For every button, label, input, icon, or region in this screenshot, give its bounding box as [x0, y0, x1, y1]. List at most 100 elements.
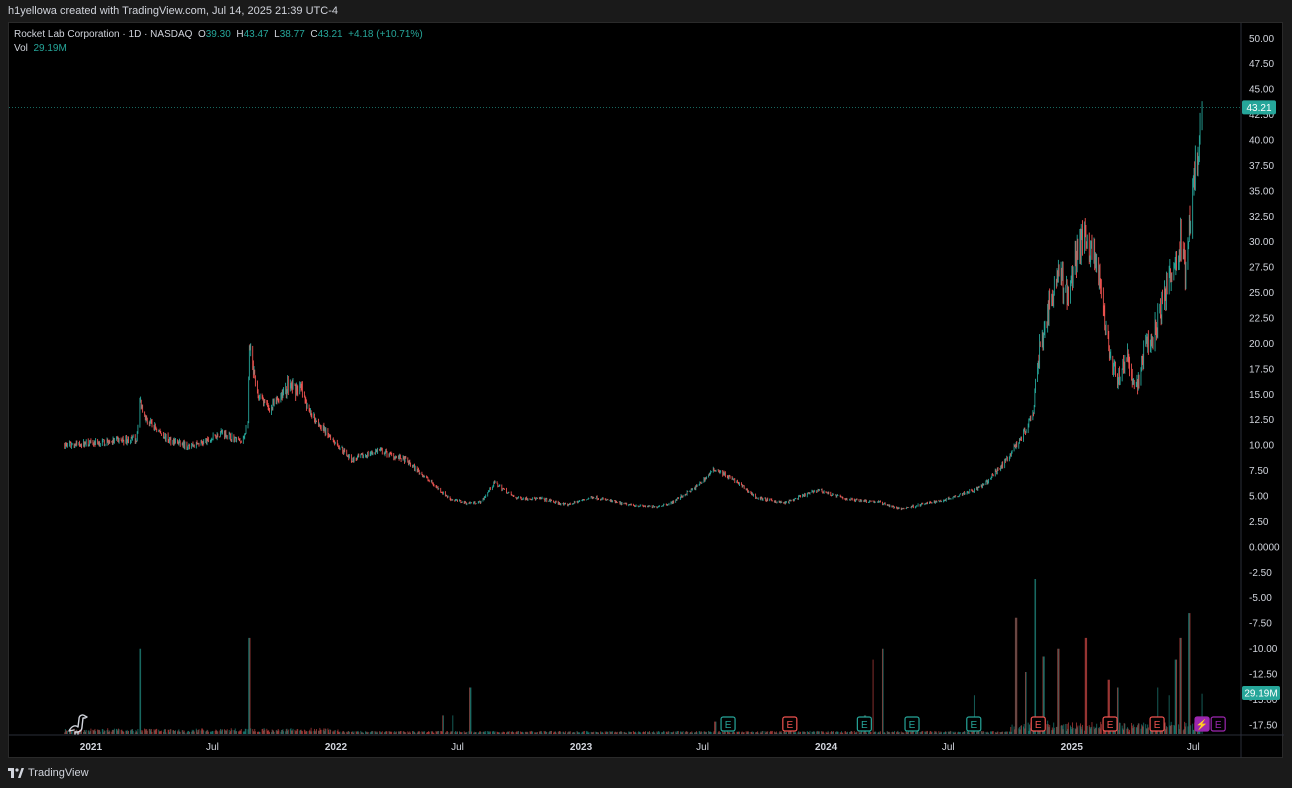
volume-bar: [261, 729, 263, 734]
volume-bar: [296, 729, 298, 734]
volume-bar: [318, 730, 320, 734]
volume-bar: [442, 715, 444, 734]
volume-bar: [488, 731, 490, 734]
volume-bar: [207, 730, 209, 734]
volume-bar: [432, 731, 434, 734]
volume-bar: [136, 732, 138, 734]
volume-bar: [1098, 728, 1100, 734]
volume-bar: [1090, 726, 1092, 734]
volume-bar: [591, 732, 593, 734]
volume-bar: [746, 732, 748, 734]
volume-bar: [563, 732, 565, 734]
volume-bar: [271, 729, 273, 734]
volume-bar: [562, 731, 564, 734]
volume-bar: [987, 732, 989, 734]
volume-bar: [273, 730, 275, 734]
volume-bar: [211, 732, 213, 734]
volume-bar: [1147, 727, 1149, 734]
volume-bar: [109, 731, 111, 734]
y-tick-label: 25.00: [1249, 288, 1274, 299]
volume-bar: [244, 731, 246, 734]
volume-bar: [507, 731, 509, 734]
volume-bar: [732, 731, 734, 734]
volume-bar: [521, 732, 523, 734]
volume-bar: [1145, 724, 1147, 734]
volume-bar: [239, 730, 241, 734]
volume-bar: [324, 728, 326, 734]
volume-bar: [986, 732, 988, 734]
volume-bar: [567, 732, 569, 734]
volume-bar: [756, 731, 758, 734]
dinosaur-icon[interactable]: [66, 711, 92, 735]
volume-bar: [64, 729, 66, 734]
volume-bar: [179, 731, 181, 734]
volume-bar: [908, 731, 910, 734]
volume-bar: [859, 732, 861, 734]
volume-bar: [516, 731, 518, 734]
volume-bar: [607, 731, 609, 734]
volume-bar: [1015, 617, 1017, 734]
volume-bar: [1165, 729, 1167, 734]
volume-bar: [1123, 723, 1125, 734]
volume-bar: [447, 732, 449, 734]
volume-bar: [460, 731, 462, 734]
volume-bar: [625, 732, 627, 734]
close-label: C: [310, 29, 318, 40]
volume-bar: [120, 730, 122, 734]
price-chart[interactable]: 50.00 47.50 45.00 42.50 40.00 37.50 35.00 32.50…: [9, 23, 1284, 759]
volume-bar: [992, 731, 994, 734]
earnings-event-icon: [1149, 716, 1165, 732]
volume-bar: [390, 731, 392, 734]
volume-bar: [710, 731, 712, 734]
volume-bar: [333, 732, 335, 734]
volume-bar: [144, 729, 146, 734]
volume-bar: [431, 731, 433, 734]
y-tick-label: 42.50: [1249, 110, 1274, 121]
volume-bar: [132, 730, 134, 734]
volume-bar: [244, 728, 246, 734]
volume-bar: [653, 732, 655, 734]
volume-bar: [1143, 722, 1145, 734]
volume-bar: [638, 732, 640, 734]
volume-bar: [360, 730, 362, 734]
volume-bar: [267, 730, 269, 734]
volume-bar: [527, 732, 529, 734]
volume-bar: [386, 731, 388, 734]
volume-bar: [534, 732, 536, 734]
volume-bar: [130, 729, 132, 734]
volume-bar: [362, 732, 364, 734]
volume-bar: [1052, 729, 1054, 734]
volume-bar: [183, 730, 185, 734]
volume-bar: [391, 731, 393, 734]
y-tick-label: 2.50: [1249, 517, 1269, 528]
volume-bar: [394, 732, 396, 734]
volume-bar: [1053, 722, 1055, 734]
volume-bar: [98, 729, 100, 734]
volume-bar: [943, 732, 945, 734]
volume-bar: [459, 732, 461, 734]
volume-bar: [1103, 729, 1105, 734]
volume-bar: [301, 730, 303, 734]
volume-bar: [630, 731, 632, 734]
tradingview-brand[interactable]: TradingView: [8, 767, 89, 779]
volume-bar: [334, 730, 336, 734]
volume-bar: [902, 732, 904, 734]
volume-bar: [451, 731, 453, 734]
volume-bar: [1170, 721, 1172, 734]
volume-bar: [1095, 727, 1097, 734]
volume-bar: [393, 731, 395, 734]
chart-frame[interactable]: 50.00 47.50 45.00 42.50 40.00 37.50 35.00 32.50…: [8, 22, 1284, 759]
x-tick-label: Jul: [942, 742, 955, 753]
volume-bar: [160, 730, 162, 734]
volume-bar: [748, 732, 750, 734]
volume-bar: [243, 730, 245, 734]
volume-bar: [577, 732, 579, 734]
volume-bar: [148, 729, 150, 734]
event-marker-label: E: [725, 720, 732, 731]
volume-bar: [403, 731, 405, 734]
volume-bar: [959, 732, 961, 734]
volume-bar: [372, 731, 374, 734]
volume-bar: [234, 730, 236, 734]
volume-bar: [750, 731, 752, 734]
volume-bar: [230, 728, 232, 734]
